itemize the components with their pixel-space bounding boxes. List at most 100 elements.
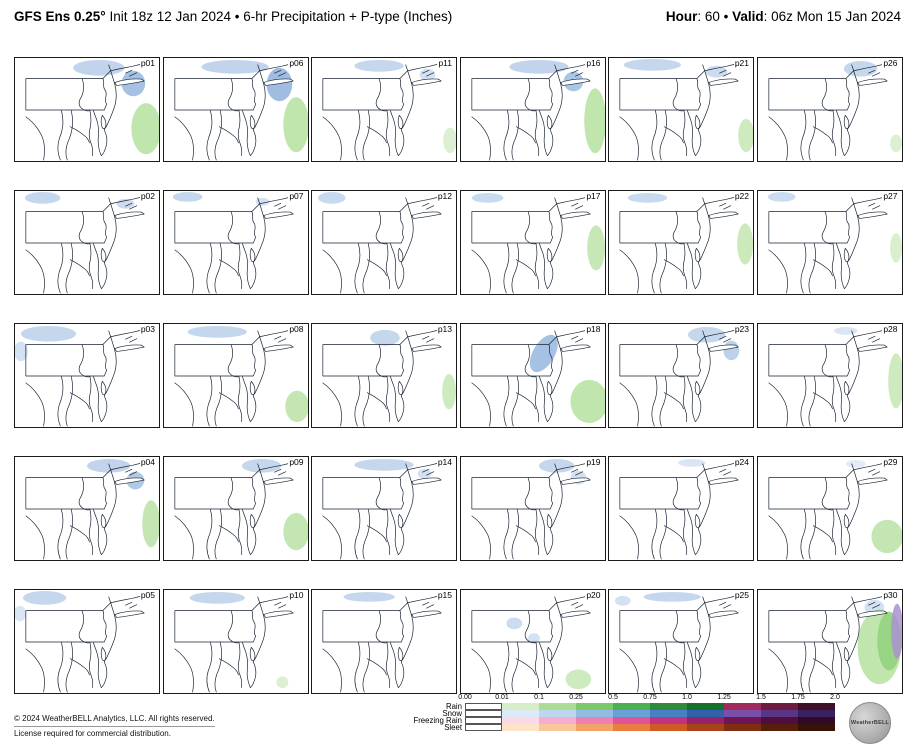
- ensemble-panel-p25: p25: [608, 589, 754, 694]
- panel-label: p03: [139, 324, 156, 334]
- precip-area: [200, 59, 269, 74]
- precip-legend: 0.00 0.01 0.1 0.25 0.5 0.75 1.0 1.25 1.5 1.75 2.0 …: [400, 694, 839, 731]
- precip-area: [529, 334, 558, 373]
- panel-map: [619, 192, 753, 294]
- legend-color-cell: [761, 724, 798, 731]
- precip-area: [627, 192, 668, 203]
- precip-area: [282, 97, 308, 153]
- panel-map: [768, 60, 902, 161]
- legend-color-cell: [798, 717, 835, 724]
- precip-area: [22, 590, 67, 605]
- ensemble-panel-p28: p28: [756, 323, 903, 428]
- legend-color-cell: [687, 717, 724, 724]
- precip-area: [870, 519, 902, 554]
- copyright: © 2024 WeatherBELL Analytics, LLC. All r…: [14, 714, 215, 739]
- legend-color-cell: [798, 710, 835, 717]
- ensemble-panel-p19: p19: [459, 456, 606, 561]
- ensemble-panel-p07: p07: [162, 190, 309, 295]
- legend-row-label: Rain: [445, 702, 462, 711]
- precip-area: [705, 65, 728, 78]
- precip-area: [508, 59, 569, 74]
- panel-label: p16: [585, 58, 602, 68]
- ensemble-panel-p11: p11: [311, 57, 457, 162]
- legend-colorbar: [465, 717, 835, 724]
- ensemble-panel-p16: p16: [459, 57, 606, 162]
- legend-tick: 1.5: [756, 694, 766, 701]
- page-title: GFS Ens 0.25° Init 18z 12 Jan 2024 • 6-h…: [14, 9, 452, 25]
- panel-label: p12: [436, 191, 453, 201]
- panel-map: [768, 326, 902, 427]
- valid-label: Valid: [732, 9, 764, 24]
- legend-rows: Rain Snow Freezing Rain Sleet: [400, 703, 835, 731]
- legend-color-cell: [539, 717, 576, 724]
- precip-area: [284, 390, 308, 423]
- precip-area: [343, 591, 395, 602]
- panel-map: [619, 58, 753, 161]
- panel-map: [471, 596, 591, 693]
- legend-color-cell: [502, 717, 539, 724]
- legend-row-freezing-rain: Freezing Rain: [400, 717, 835, 724]
- legend-color-cell: [465, 724, 502, 731]
- ensemble-panel-p18: p18: [459, 323, 606, 428]
- legend-row-label: Snow: [442, 709, 462, 718]
- legend-color-cell: [724, 710, 761, 717]
- copyright-line2: License required for commercial distribu…: [14, 729, 171, 738]
- panel-map: [174, 458, 308, 560]
- panel-label: p17: [585, 191, 602, 201]
- precip-area: [131, 103, 159, 155]
- precip-area: [737, 223, 753, 265]
- panel-label: p28: [882, 324, 899, 334]
- precip-area: [275, 676, 288, 689]
- precip-area: [723, 340, 740, 361]
- precip-area: [443, 127, 456, 154]
- precip-area: [354, 458, 414, 471]
- precip-area: [121, 70, 146, 97]
- precip-area: [614, 595, 631, 606]
- panel-label: p14: [436, 457, 453, 467]
- panel-label: p25: [733, 590, 750, 600]
- panel-map: [767, 191, 902, 294]
- precip-area: [569, 379, 605, 424]
- precip-area: [73, 59, 125, 76]
- legend-color-cell: [650, 710, 687, 717]
- panel-label: p30: [882, 590, 899, 600]
- panel-label: p13: [436, 324, 453, 334]
- precip-area: [20, 325, 77, 342]
- title-details: Init 18z 12 Jan 2024 • 6-hr Precipitatio…: [105, 9, 453, 24]
- legend-tick: 1.25: [717, 694, 731, 701]
- hour-value: : 60 •: [697, 9, 733, 24]
- legend-tick: 2.0: [830, 694, 840, 701]
- legend-colorbar: [465, 710, 835, 717]
- precip-area: [266, 67, 292, 102]
- legend-color-cell: [539, 703, 576, 710]
- legend-color-cell: [465, 703, 502, 710]
- legend-color-cell: [613, 710, 650, 717]
- precip-area: [833, 326, 858, 335]
- panel-label: p22: [733, 191, 750, 201]
- precip-area: [767, 191, 795, 202]
- precip-area: [843, 60, 877, 77]
- legend-color-cell: [576, 724, 613, 731]
- valid-time: Hour: 60 • Valid: 06z Mon 15 Jan 2024: [666, 9, 901, 25]
- legend-row-snow: Snow: [400, 710, 835, 717]
- header: GFS Ens 0.25° Init 18z 12 Jan 2024 • 6-h…: [14, 9, 901, 25]
- panel-label: p09: [288, 457, 305, 467]
- panel-map: [471, 192, 605, 294]
- legend-color-cell: [465, 717, 502, 724]
- ensemble-panel-p03: p03: [14, 323, 160, 428]
- legend-color-cell: [650, 724, 687, 731]
- ensemble-panel-p23: p23: [608, 323, 754, 428]
- precip-area: [845, 459, 866, 468]
- precip-area: [889, 233, 902, 263]
- precip-area: [15, 605, 26, 622]
- panel-label: p21: [733, 58, 750, 68]
- ensemble-panel-p04: p04: [14, 456, 160, 561]
- precip-area: [678, 458, 706, 467]
- panel-label: p11: [437, 58, 453, 68]
- panel-map: [322, 591, 442, 693]
- precip-area: [738, 118, 753, 153]
- precip-area: [87, 458, 131, 473]
- precip-area: [187, 325, 247, 338]
- ensemble-panel-p12: p12: [311, 190, 457, 295]
- panel-label: p08: [288, 324, 305, 334]
